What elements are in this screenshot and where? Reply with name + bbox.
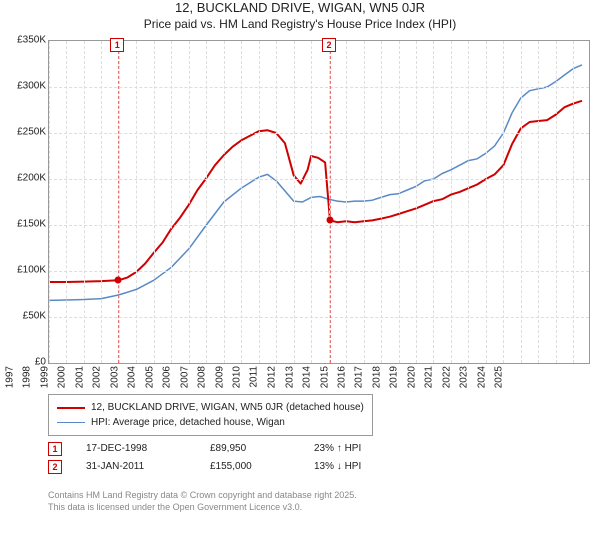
legend-item: 12, BUCKLAND DRIVE, WIGAN, WN5 0JR (deta…: [57, 400, 364, 415]
sales-table: 1 17-DEC-1998 £89,950 23% ↑ HPI 2 31-JAN-2011…: [48, 440, 361, 476]
sale-price: £89,950: [210, 440, 290, 458]
series-hpi: [49, 65, 582, 301]
sale-date: 17-DEC-1998: [86, 440, 186, 458]
legend-swatch: [57, 407, 85, 409]
plot-area: [48, 40, 590, 364]
sale-delta: 13% ↓ HPI: [314, 458, 361, 476]
sale-delta: 23% ↑ HPI: [314, 440, 361, 458]
footnote-line2: This data is licensed under the Open Gov…: [48, 502, 357, 514]
chart-svg: [49, 41, 589, 363]
footnote: Contains HM Land Registry data © Crown c…: [48, 490, 357, 513]
sale-date: 31-JAN-2011: [86, 458, 186, 476]
y-tick-label: £100K: [0, 265, 46, 276]
legend: 12, BUCKLAND DRIVE, WIGAN, WN5 0JR (deta…: [48, 394, 373, 436]
chart-subtitle: Price paid vs. HM Land Registry's House …: [0, 17, 600, 33]
chart-container: 12, BUCKLAND DRIVE, WIGAN, WN5 0JR Price…: [0, 0, 600, 560]
sale-marker-badge: 1: [110, 38, 124, 52]
sale-marker-dot: [115, 277, 122, 284]
y-tick-label: £300K: [0, 81, 46, 92]
y-tick-label: £350K: [0, 35, 46, 46]
y-tick-label: £50K: [0, 311, 46, 322]
series-price_paid: [49, 101, 582, 282]
y-tick-label: £200K: [0, 173, 46, 184]
sale-row-badge: 2: [48, 460, 62, 474]
sale-price: £155,000: [210, 458, 290, 476]
sale-row: 1 17-DEC-1998 £89,950 23% ↑ HPI: [48, 440, 361, 458]
sale-marker-badge: 2: [322, 38, 336, 52]
y-tick-label: £150K: [0, 219, 46, 230]
y-tick-label: £250K: [0, 127, 46, 138]
sale-marker-dot: [327, 217, 334, 224]
legend-swatch: [57, 422, 85, 423]
sale-row: 2 31-JAN-2011 £155,000 13% ↓ HPI: [48, 458, 361, 476]
x-tick-label: 2025: [494, 366, 600, 388]
legend-label: 12, BUCKLAND DRIVE, WIGAN, WN5 0JR (deta…: [91, 400, 364, 415]
footnote-line1: Contains HM Land Registry data © Crown c…: [48, 490, 357, 502]
sale-row-badge: 1: [48, 442, 62, 456]
legend-label: HPI: Average price, detached house, Wiga…: [91, 415, 285, 430]
chart-title: 12, BUCKLAND DRIVE, WIGAN, WN5 0JR: [0, 0, 600, 17]
legend-item: HPI: Average price, detached house, Wiga…: [57, 415, 364, 430]
